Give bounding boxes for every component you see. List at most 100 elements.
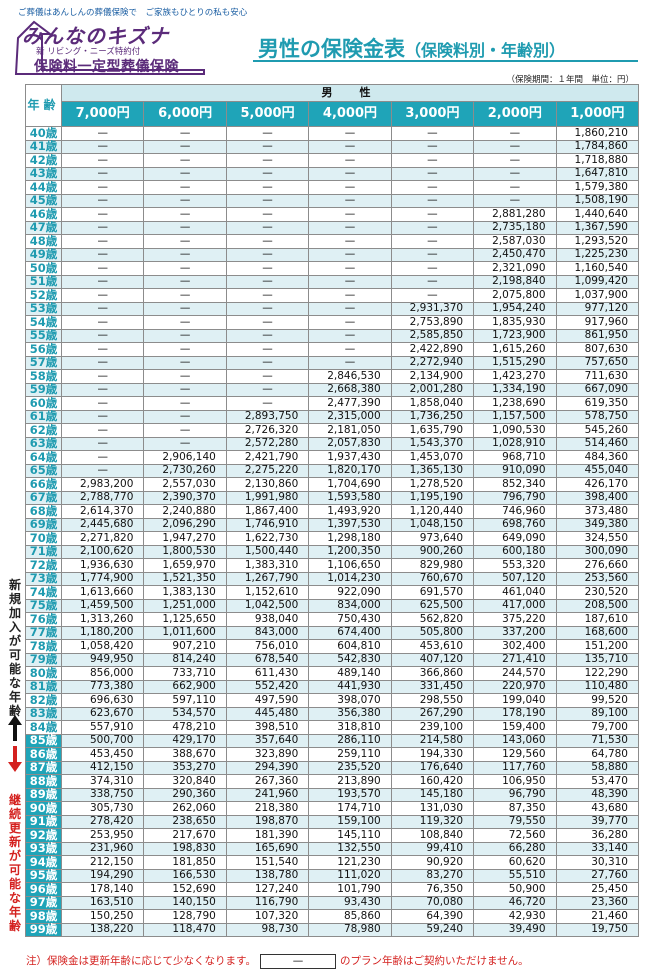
amount-cell: — (308, 207, 392, 222)
amount-cell: 973,640 (390, 531, 475, 546)
amount-cell: — (60, 301, 145, 316)
amount-cell: 1,622,730 (225, 531, 310, 546)
amount-cell: — (60, 193, 145, 208)
amount-cell: 1,200,350 (308, 544, 392, 559)
amount-cell: 163,510 (60, 895, 145, 910)
table-row: 74歳 1,613,660 1,383,130 1,152,610 922,090 691… (25, 585, 640, 600)
amount-cell: 357,640 (225, 733, 310, 748)
amount-cell: 1,157,500 (473, 409, 557, 424)
age-cell: 56歳 (25, 342, 62, 357)
plan-header: 7,000円 (60, 101, 145, 127)
amount-cell: 366,860 (390, 666, 475, 681)
amount-cell: 85,860 (308, 909, 392, 924)
age-cell: 90歳 (25, 801, 62, 816)
amount-cell: 214,580 (390, 733, 475, 748)
amount-cell: 1,334,190 (473, 382, 557, 397)
amount-cell: 2,198,840 (473, 274, 557, 289)
amount-cell: 318,810 (308, 720, 392, 735)
amount-cell: 2,421,790 (225, 450, 310, 465)
amount-cell: 181,390 (225, 828, 310, 843)
amount-cell: 198,830 (143, 841, 227, 856)
amount-cell: — (225, 126, 310, 141)
amount-cell: 2,585,850 (390, 328, 475, 343)
amount-cell: 417,000 (473, 598, 557, 613)
amount-cell: — (308, 288, 392, 303)
amount-cell: 48,390 (555, 787, 640, 802)
footer-note-prefix: 注）保険金は更新年齢に応じて少なくなります。 (26, 955, 256, 967)
amount-cell: 662,900 (143, 679, 227, 694)
amount-cell: 497,590 (225, 693, 310, 708)
amount-cell: — (60, 153, 145, 168)
table-row: 69歳 2,445,680 2,096,290 1,746,910 1,397,530 1… (25, 517, 640, 532)
amount-cell: 253,950 (60, 828, 145, 843)
table-row: 53歳 — — — —2,931,370 1,954,240 977,120 (25, 301, 640, 316)
amount-cell: 1,659,970 (143, 558, 227, 573)
amount-cell: 36,280 (555, 828, 640, 843)
table-row: 85歳 500,700 429,170 357,640 286,110 214,580 14… (25, 733, 640, 748)
amount-cell: 166,530 (143, 868, 227, 883)
amount-cell: 324,550 (555, 531, 640, 546)
table-row: 65歳 —2,730,260 2,275,220 1,820,170 1,365,130… (25, 463, 640, 478)
amount-cell: 1,014,230 (308, 571, 392, 586)
amount-cell: 2,557,030 (143, 477, 227, 492)
amount-cell: 111,020 (308, 868, 392, 883)
plan-header: 6,000円 (143, 101, 227, 127)
table-row: 49歳 — — — — —2,450,470 1,225,230 (25, 247, 640, 262)
amount-cell: 138,780 (225, 868, 310, 883)
amount-cell: 977,120 (555, 301, 640, 316)
age-cell: 81歳 (25, 679, 62, 694)
amount-cell: 2,730,260 (143, 463, 227, 478)
amount-cell: — (60, 261, 145, 276)
amount-cell: 2,893,750 (225, 409, 310, 424)
age-cell: 86歳 (25, 747, 62, 762)
amount-cell: — (143, 166, 227, 181)
amount-cell: — (390, 193, 475, 208)
table-row: 88歳 374,310 320,840 267,360 213,890 160,420 10… (25, 774, 640, 789)
plan-header: 5,000円 (225, 101, 310, 127)
amount-cell: 27,760 (555, 868, 640, 883)
table-row: 60歳 — — —2,477,390 1,858,040 1,238,690 619,350 (25, 396, 640, 411)
amount-cell: 194,290 (60, 868, 145, 883)
amount-cell: 1,947,270 (143, 531, 227, 546)
amount-cell: — (390, 180, 475, 195)
age-cell: 52歳 (25, 288, 62, 303)
age-cell: 43歳 (25, 166, 62, 181)
amount-cell: 119,320 (390, 814, 475, 829)
amount-cell: 60,620 (473, 855, 557, 870)
amount-cell: — (143, 369, 227, 384)
table-row: 56歳 — — — —2,422,890 1,615,260 807,630 (25, 342, 640, 357)
amount-cell: 398,400 (555, 490, 640, 505)
amount-cell: 1,867,400 (225, 504, 310, 519)
age-cell: 94歳 (25, 855, 62, 870)
amount-cell: 99,410 (390, 841, 475, 856)
amount-cell: 1,238,690 (473, 396, 557, 411)
age-cell: 48歳 (25, 234, 62, 249)
amount-cell: 76,350 (390, 882, 475, 897)
amount-cell: 557,910 (60, 720, 145, 735)
amount-cell: 356,380 (308, 706, 392, 721)
amount-cell: 230,520 (555, 585, 640, 600)
amount-cell: 53,470 (555, 774, 640, 789)
amount-cell: 453,610 (390, 639, 475, 654)
amount-cell: 843,000 (225, 625, 310, 640)
amount-cell: 2,001,280 (390, 382, 475, 397)
amount-cell: 562,820 (390, 612, 475, 627)
amount-cell: 244,570 (473, 666, 557, 681)
age-cell: 80歳 (25, 666, 62, 681)
amount-cell: 98,730 (225, 922, 310, 937)
age-cell: 84歳 (25, 720, 62, 735)
age-cell: 74歳 (25, 585, 62, 600)
logo-emblem-icon (14, 20, 205, 75)
amount-cell: 259,110 (308, 747, 392, 762)
amount-cell: 796,790 (473, 490, 557, 505)
age-cell: 88歳 (25, 774, 62, 789)
table-row: 98歳 150,250 128,790 107,320 85,860 64,390 42,9… (25, 909, 640, 924)
amount-cell: 445,480 (225, 706, 310, 721)
amount-cell: — (308, 220, 392, 235)
amount-cell: 1,937,430 (308, 450, 392, 465)
age-cell: 73歳 (25, 571, 62, 586)
amount-cell: 2,240,880 (143, 504, 227, 519)
amount-cell: 131,030 (390, 801, 475, 816)
age-cell: 85歳 (25, 733, 62, 748)
amount-cell: 79,700 (555, 720, 640, 735)
